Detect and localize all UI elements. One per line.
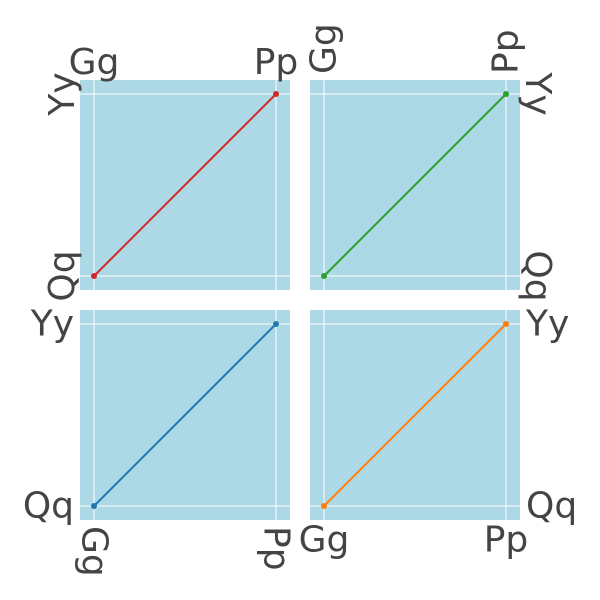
subplot-1: Gg Pp Qq Yy xyxy=(42,42,298,302)
data-point xyxy=(503,321,509,327)
subplot-3: Gg Pp Qq Yy xyxy=(23,304,297,577)
data-point xyxy=(321,503,327,509)
y-tick-label: Yy xyxy=(30,304,74,345)
x-tick-label: Gg xyxy=(304,23,345,74)
x-tick-label: Gg xyxy=(69,42,120,83)
x-tick-label: Pp xyxy=(486,29,527,74)
series-line xyxy=(93,323,277,507)
y-tick-label: Qq xyxy=(42,250,83,301)
y-tick-label: Qq xyxy=(526,486,577,527)
data-point xyxy=(321,273,327,279)
x-tick-label: Pp xyxy=(256,526,297,571)
y-tick-label: Yy xyxy=(525,304,569,345)
x-tick-label: Gg xyxy=(74,526,115,577)
data-point xyxy=(273,91,279,97)
data-point xyxy=(91,273,97,279)
y-tick-label: Yy xyxy=(517,71,558,115)
y-tick-label: Yy xyxy=(42,72,83,116)
y-tick-label: Qq xyxy=(23,486,74,527)
series-line xyxy=(323,93,507,277)
series-line xyxy=(323,323,507,507)
x-tick-label: Gg xyxy=(299,520,350,561)
x-tick-label: Pp xyxy=(484,520,529,561)
data-point xyxy=(273,321,279,327)
series-line xyxy=(93,93,277,277)
data-point xyxy=(503,91,509,97)
y-tick-label: Qq xyxy=(517,250,558,301)
x-tick-label: Pp xyxy=(254,42,299,83)
subplot-2: Gg Pp Qq Yy xyxy=(304,23,559,301)
data-point xyxy=(91,503,97,509)
